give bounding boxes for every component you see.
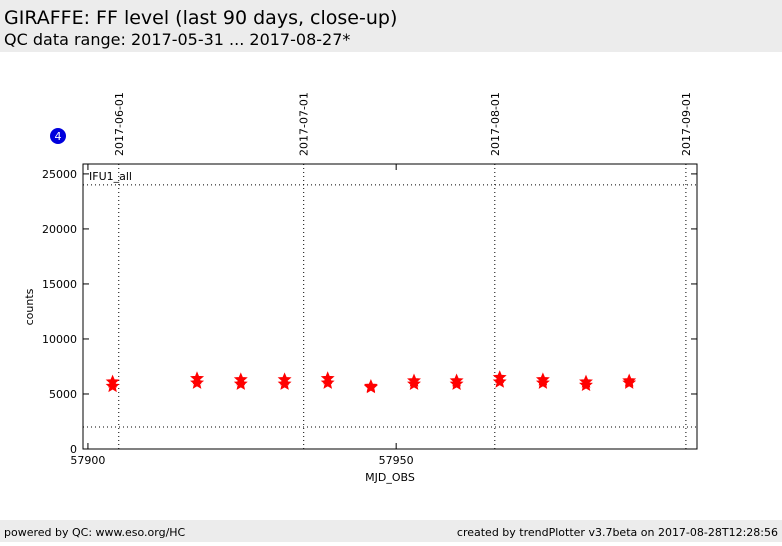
subtitle: QC data range: 2017-05-31 ... 2017-08-27… — [4, 30, 350, 49]
x-axis-label: MJD_OBS — [365, 471, 415, 484]
data-point — [535, 375, 550, 389]
y-tick-label: 20000 — [42, 223, 77, 236]
footer-band — [0, 520, 782, 542]
data-point — [492, 374, 507, 388]
title: GIRAFFE: FF level (last 90 days, close-u… — [4, 7, 397, 29]
x-tick-label: 57900 — [70, 454, 105, 467]
x-tick-label: 57950 — [379, 454, 414, 467]
date-label: 2017-07-01 — [298, 92, 311, 156]
date-label: 2017-08-01 — [489, 92, 502, 156]
y-tick-label: 5000 — [49, 388, 77, 401]
badge-circle — [50, 128, 66, 144]
y-tick-label: 0 — [70, 443, 77, 456]
y-tick-label: 15000 — [42, 278, 77, 291]
plot-frame — [82, 163, 698, 450]
date-label: 2017-06-01 — [113, 92, 126, 156]
data-point — [277, 376, 292, 390]
y-axis-label: counts — [23, 288, 36, 325]
data-point — [449, 376, 464, 390]
data-point — [579, 377, 593, 392]
data-point — [105, 379, 120, 393]
data-point — [622, 375, 637, 389]
y-tick-label: 10000 — [42, 333, 77, 346]
y-tick-label: 25000 — [42, 168, 77, 181]
data-point — [233, 376, 248, 390]
data-point — [363, 380, 378, 394]
footer-left: powered by QC: www.eso.org/HC — [4, 526, 186, 539]
data-point — [320, 375, 335, 389]
footer-right: created by trendPlotter v3.7beta on 2017… — [457, 526, 778, 539]
data-point — [190, 375, 205, 389]
date-label: 2017-09-01 — [680, 92, 693, 156]
badge-label: 4 — [55, 130, 62, 143]
header-band — [0, 0, 782, 52]
series-label: IFU1_all — [89, 170, 132, 183]
data-point — [407, 376, 421, 390]
